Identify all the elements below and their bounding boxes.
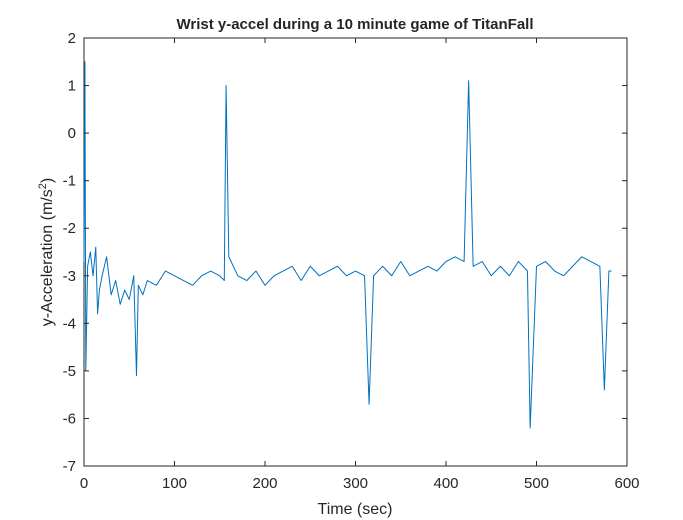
x-tick-label: 600 [614,475,639,492]
y-tick-label: -3 [63,268,76,285]
x-tick-label: 300 [343,475,368,492]
y-tick-label: -7 [63,458,76,475]
data-series-line [83,61,612,429]
y-tick-label: -2 [63,220,76,237]
y-tick-label: -5 [63,363,76,380]
chart-title: Wrist y-accel during a 10 minute game of… [176,16,533,33]
y-tick-label: -1 [63,173,76,190]
plot-area [83,37,628,467]
y-tick-label: -4 [63,315,76,332]
y-tick-label: 1 [68,78,76,95]
y-axis-label-main: y-Acceleration (m/s [39,189,56,326]
y-axis-label-superscript: 2 [37,183,49,189]
x-axis-label: Time (sec) [318,501,393,518]
y-tick-label: 2 [68,30,76,47]
y-axis-label-end: ) [39,178,56,183]
data-layer [83,61,612,429]
y-tick-label: -6 [63,410,76,427]
ticks-layer: 0 100 200 300 400 500 600 -7 -6 -5 -4 -3 -2 -1 0 1 2 [63,30,640,492]
y-tick-label: 0 [68,125,76,142]
x-tick-label: 100 [162,475,187,492]
x-tick-label: 500 [524,475,549,492]
y-axis-label: y-Acceleration (m/s2) [37,178,56,326]
x-tick-label: 200 [252,475,277,492]
x-tick-label: 400 [433,475,458,492]
x-tick-label: 0 [80,475,88,492]
